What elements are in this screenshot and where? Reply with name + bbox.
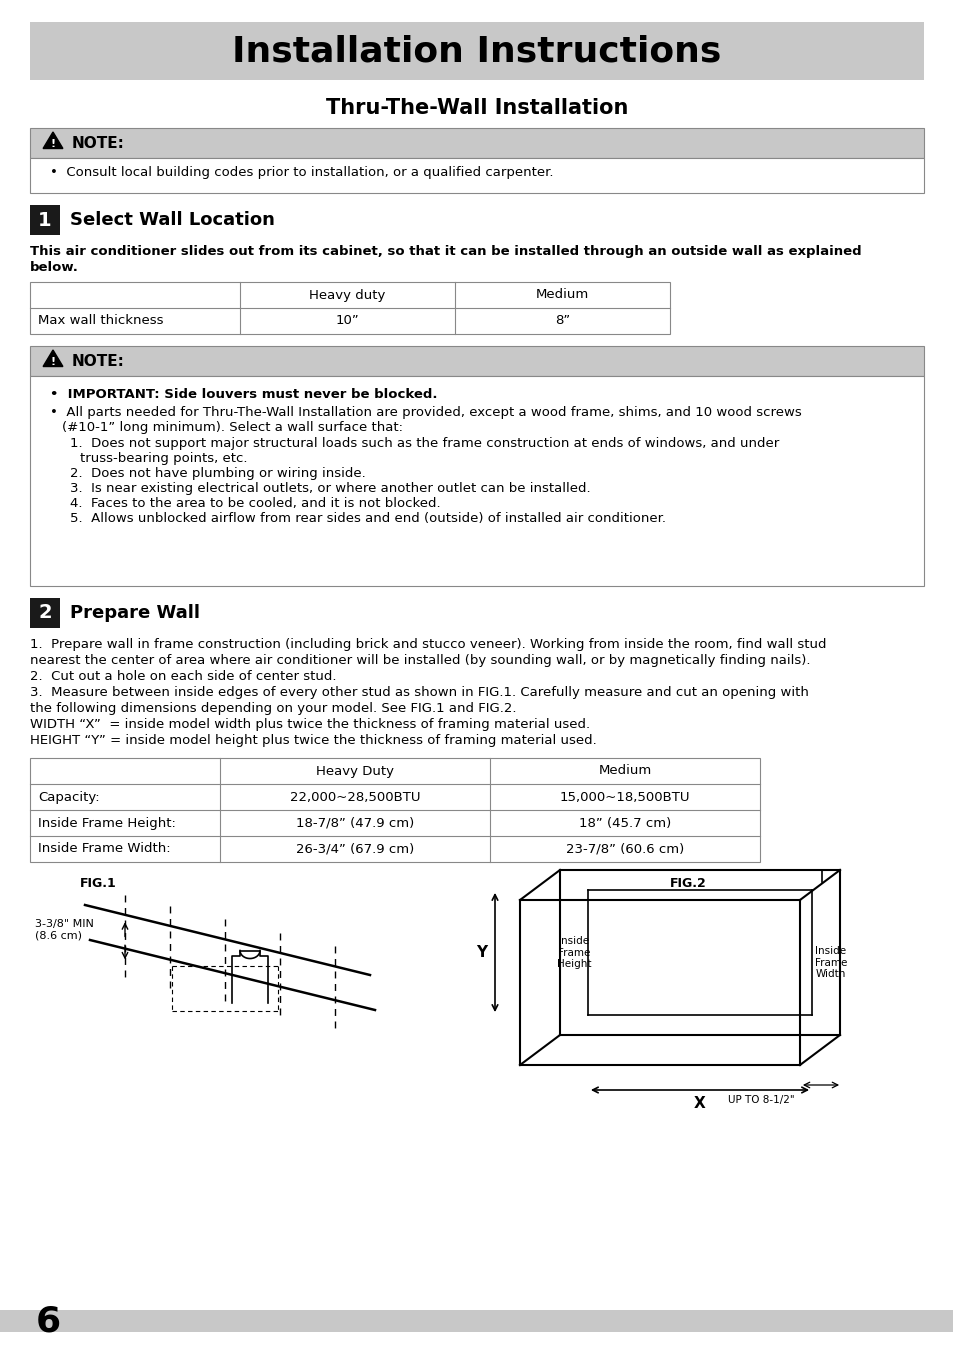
Text: Inside
Frame
Width: Inside Frame Width: [814, 946, 846, 979]
Text: 1.  Prepare wall in frame construction (including brick and stucco veneer). Work: 1. Prepare wall in frame construction (i…: [30, 639, 825, 651]
Text: !: !: [51, 139, 55, 148]
Text: the following dimensions depending on your model. See FIG.1 and FIG.2.: the following dimensions depending on yo…: [30, 702, 516, 716]
Bar: [30, 598, 60, 628]
Bar: [30, 205, 60, 235]
Text: truss-bearing points, etc.: truss-bearing points, etc.: [80, 452, 247, 464]
Text: Capacity:: Capacity:: [38, 791, 99, 803]
Text: NOTE:: NOTE:: [71, 135, 125, 150]
Text: !: !: [51, 358, 55, 367]
Text: 3.  Measure between inside edges of every other stud as shown in FIG.1. Carefull: 3. Measure between inside edges of every…: [30, 686, 808, 699]
Bar: [30, 22, 923, 80]
Text: Inside
Frame
Height: Inside Frame Height: [557, 936, 591, 969]
Text: 15,000~18,500BTU: 15,000~18,500BTU: [559, 791, 690, 803]
Text: 22,000~28,500BTU: 22,000~28,500BTU: [290, 791, 420, 803]
Text: Select Wall Location: Select Wall Location: [70, 211, 274, 230]
Text: 1: 1: [38, 211, 51, 230]
Text: 23-7/8” (60.6 cm): 23-7/8” (60.6 cm): [565, 842, 683, 856]
Text: Inside Frame Width:: Inside Frame Width:: [38, 842, 171, 856]
Text: This air conditioner slides out from its cabinet, so that it can be installed th: This air conditioner slides out from its…: [30, 244, 861, 258]
Text: UP TO 8-1/2": UP TO 8-1/2": [727, 1095, 794, 1106]
Text: Heavy duty: Heavy duty: [309, 289, 385, 301]
Text: FIG.1: FIG.1: [80, 878, 116, 890]
Text: nearest the center of area where air conditioner will be installed (by sounding : nearest the center of area where air con…: [30, 653, 810, 667]
Text: X: X: [694, 1096, 705, 1111]
Text: •  All parts needed for Thru-The-Wall Installation are provided, except a wood f: • All parts needed for Thru-The-Wall Ins…: [50, 406, 801, 418]
Bar: [30, 282, 669, 333]
Text: below.: below.: [30, 261, 79, 274]
Text: Inside Frame Height:: Inside Frame Height:: [38, 817, 175, 829]
Polygon shape: [43, 350, 63, 366]
Text: •  IMPORTANT: Side louvers must never be blocked.: • IMPORTANT: Side louvers must never be …: [50, 387, 437, 401]
Bar: [0, 1310, 953, 1332]
Text: 8”: 8”: [555, 315, 570, 328]
Bar: [30, 158, 923, 193]
Text: NOTE:: NOTE:: [71, 354, 125, 369]
Bar: [30, 757, 760, 863]
Text: 2: 2: [38, 603, 51, 622]
Text: Medium: Medium: [536, 289, 589, 301]
Text: 2.  Cut out a hole on each side of center stud.: 2. Cut out a hole on each side of center…: [30, 670, 336, 683]
Text: 6: 6: [35, 1305, 60, 1339]
Bar: [30, 128, 923, 158]
Bar: [30, 377, 923, 586]
Text: 3.  Is near existing electrical outlets, or where another outlet can be installe: 3. Is near existing electrical outlets, …: [70, 482, 590, 495]
Text: 26-3/4” (67.9 cm): 26-3/4” (67.9 cm): [295, 842, 414, 856]
Text: 4.  Faces to the area to be cooled, and it is not blocked.: 4. Faces to the area to be cooled, and i…: [70, 497, 440, 510]
Text: Medium: Medium: [598, 764, 651, 778]
Text: Thru-The-Wall Installation: Thru-The-Wall Installation: [326, 99, 627, 117]
Text: 5.  Allows unblocked airflow from rear sides and end (outside) of installed air : 5. Allows unblocked airflow from rear si…: [70, 512, 665, 525]
Text: Prepare Wall: Prepare Wall: [70, 603, 200, 622]
Polygon shape: [43, 132, 63, 148]
Text: 10”: 10”: [335, 315, 359, 328]
Text: FIG.2: FIG.2: [669, 878, 706, 890]
Text: 2.  Does not have plumbing or wiring inside.: 2. Does not have plumbing or wiring insi…: [70, 467, 365, 481]
Text: 3-3/8" MIN
(8.6 cm): 3-3/8" MIN (8.6 cm): [35, 918, 93, 940]
Text: HEIGHT “Y” = inside model height plus twice the thickness of framing material us: HEIGHT “Y” = inside model height plus tw…: [30, 734, 597, 747]
Text: •  Consult local building codes prior to installation, or a qualified carpenter.: • Consult local building codes prior to …: [50, 166, 553, 180]
Text: 18” (45.7 cm): 18” (45.7 cm): [578, 817, 670, 829]
Text: WIDTH “X”  = inside model width plus twice the thickness of framing material use: WIDTH “X” = inside model width plus twic…: [30, 718, 590, 730]
Text: Max wall thickness: Max wall thickness: [38, 315, 163, 328]
Text: Heavy Duty: Heavy Duty: [315, 764, 394, 778]
Bar: [30, 346, 923, 377]
Text: 18-7/8” (47.9 cm): 18-7/8” (47.9 cm): [295, 817, 414, 829]
Text: 1.  Does not support major structural loads such as the frame construction at en: 1. Does not support major structural loa…: [70, 437, 779, 450]
Text: Installation Instructions: Installation Instructions: [233, 35, 720, 69]
Text: (#10-1” long minimum). Select a wall surface that:: (#10-1” long minimum). Select a wall sur…: [62, 421, 402, 433]
Text: Y: Y: [476, 945, 486, 960]
